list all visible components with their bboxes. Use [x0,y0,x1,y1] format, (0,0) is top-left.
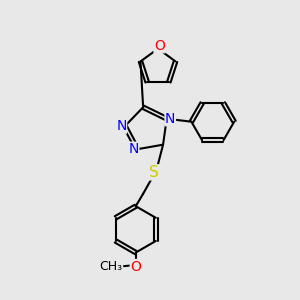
Text: N: N [128,142,139,156]
Text: S: S [149,165,158,180]
Text: N: N [165,112,175,126]
Text: O: O [154,39,165,53]
Text: O: O [130,260,141,274]
Text: N: N [116,119,127,133]
Text: CH₃: CH₃ [100,260,123,273]
